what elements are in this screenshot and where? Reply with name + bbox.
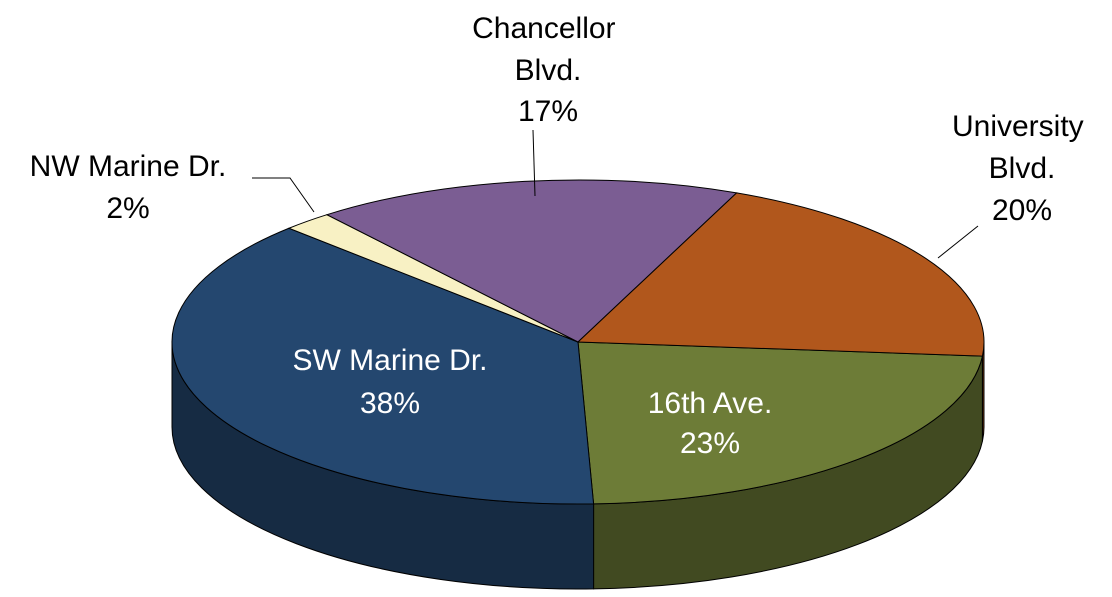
slice-value-label: 38% [360, 387, 420, 420]
pie-slice [171, 227, 595, 505]
slice-label: 16th Ave. [648, 387, 773, 420]
slice-label-line: Blvd. [515, 54, 582, 87]
slice-label-line: Chancellor [472, 12, 624, 45]
slice-value-label: 23% [680, 427, 740, 460]
pie-slice [577, 341, 984, 505]
slice-label: Chancellor Blvd. [472, 12, 624, 87]
pie-slice [325, 179, 738, 343]
slice-label: University Blvd. [952, 110, 1092, 185]
leader-line [937, 225, 979, 259]
slice-label: NW Marine Dr. [30, 150, 227, 183]
slice-value-label: 20% [992, 194, 1052, 227]
slice-value-label: 17% [518, 95, 578, 128]
slice-label-line: University [952, 110, 1092, 143]
slice-value-label: 2% [106, 192, 149, 225]
leader-line [532, 129, 536, 197]
leader-line [252, 177, 315, 213]
pie-slice [576, 192, 985, 357]
slice-label: SW Marine Dr. [292, 344, 487, 377]
slice-label-line: Blvd. [989, 152, 1056, 185]
